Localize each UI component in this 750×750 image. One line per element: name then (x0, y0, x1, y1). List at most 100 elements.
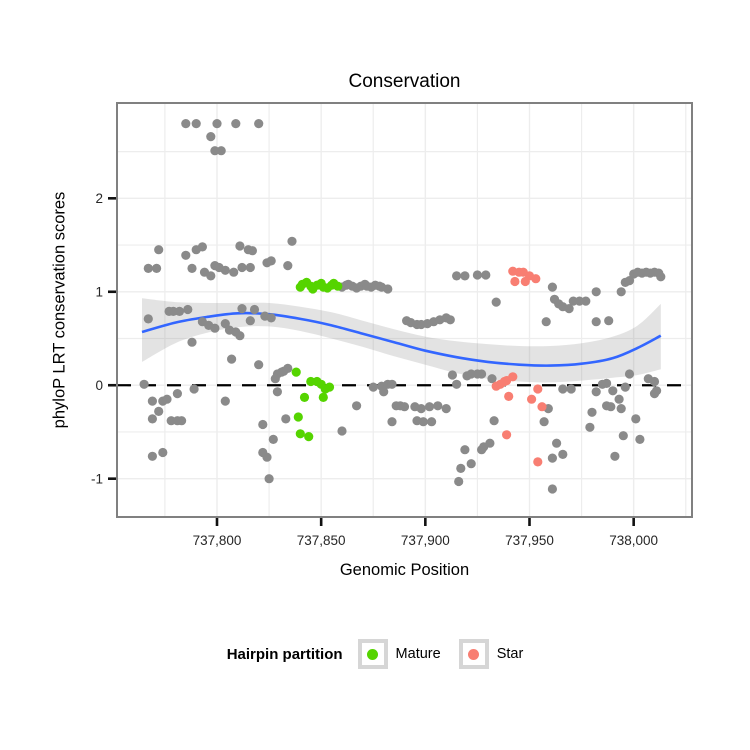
data-point-other (604, 316, 614, 326)
data-point-mature (333, 281, 343, 291)
data-point-other (152, 263, 162, 273)
star-dot-icon (468, 648, 480, 660)
data-point-other (247, 246, 257, 256)
data-point-other (608, 386, 618, 396)
data-point-other (231, 119, 241, 129)
data-point-other (383, 284, 393, 294)
data-point-other (181, 250, 191, 260)
data-point-other (614, 394, 624, 404)
data-point-other (418, 417, 428, 427)
data-point-other (287, 236, 297, 246)
data-point-other (387, 417, 397, 427)
data-point-other (424, 402, 435, 412)
data-point-other (581, 296, 591, 306)
data-point-star (510, 276, 520, 287)
data-point-other (154, 245, 164, 255)
data-point-mature (324, 382, 335, 392)
data-point-star (520, 276, 530, 287)
data-point-other (229, 267, 239, 277)
data-point-other (187, 263, 197, 273)
x-tick-label: 737,950 (505, 533, 554, 548)
data-point-star (537, 402, 547, 412)
data-point-other (585, 422, 595, 432)
data-point-other (258, 419, 268, 430)
legend-label-mature: Mature (395, 646, 441, 662)
data-point-other (460, 271, 470, 281)
data-point-other (606, 402, 616, 412)
data-point-other (235, 331, 245, 341)
data-point-other (618, 431, 628, 441)
data-point-other (154, 406, 164, 416)
data-point-mature (291, 367, 301, 377)
data-point-other (172, 389, 182, 399)
data-point-other (264, 474, 274, 484)
data-point-star (502, 430, 512, 440)
data-point-other (139, 379, 149, 389)
data-point-other (266, 256, 276, 266)
y-tick-label: 2 (95, 191, 103, 206)
data-point-other (147, 451, 157, 461)
data-point-other (616, 404, 626, 414)
data-point-other (456, 463, 466, 473)
data-point-other (399, 402, 410, 412)
data-point-other (441, 404, 451, 414)
data-point-other (452, 379, 462, 389)
data-point-other (616, 287, 626, 297)
data-point-other (602, 378, 612, 388)
data-point-other (189, 384, 199, 394)
data-point-other (477, 369, 487, 379)
data-point-other (445, 315, 455, 325)
data-point-star (504, 391, 514, 401)
data-point-other (481, 270, 491, 280)
data-point-other (143, 314, 153, 324)
legend-entry-mature: Mature (357, 639, 441, 669)
legend-title: Hairpin partition (226, 645, 343, 663)
data-point-other (281, 414, 291, 424)
data-point-other (245, 262, 255, 273)
data-point-other (587, 407, 597, 417)
y-tick-label: 1 (95, 285, 103, 300)
data-point-other (147, 396, 157, 406)
data-point-other (235, 241, 245, 251)
data-point-other (210, 323, 220, 333)
data-point-other (272, 387, 282, 397)
data-point-other (237, 304, 247, 314)
x-tick-label: 737,850 (297, 533, 346, 548)
data-point-mature (299, 392, 310, 402)
data-point-other (656, 272, 666, 282)
legend-label-star: Star (496, 646, 524, 662)
data-point-star (508, 372, 518, 382)
data-point-other (183, 304, 193, 315)
data-point-other (547, 453, 558, 463)
data-point-other (283, 363, 293, 373)
data-point-other (487, 374, 497, 384)
data-point-other (220, 265, 230, 275)
data-point-mature (304, 432, 314, 442)
x-tick-label: 738,000 (609, 533, 658, 548)
data-point-other (624, 276, 635, 286)
data-point-other (547, 484, 558, 494)
data-point-other (466, 459, 476, 469)
data-point-other (635, 434, 645, 444)
data-point-other (558, 449, 568, 459)
data-point-other (187, 337, 197, 347)
data-point-other (433, 401, 443, 411)
mature-dot-icon (367, 648, 379, 660)
data-point-other (210, 146, 220, 156)
data-point-other (174, 306, 185, 316)
data-point-other (489, 416, 499, 426)
data-point-other (266, 313, 276, 323)
data-point-other (552, 438, 562, 448)
legend-key-box-mature (357, 639, 388, 669)
data-point-other (541, 317, 551, 327)
y-tick-label: 0 (95, 378, 103, 393)
data-point-other (591, 317, 601, 327)
y-tick-label: -1 (91, 471, 103, 486)
data-point-other (206, 132, 216, 142)
data-point-other (352, 401, 362, 411)
data-point-other (337, 426, 347, 436)
data-point-other (245, 316, 255, 326)
data-point-other (262, 452, 272, 462)
